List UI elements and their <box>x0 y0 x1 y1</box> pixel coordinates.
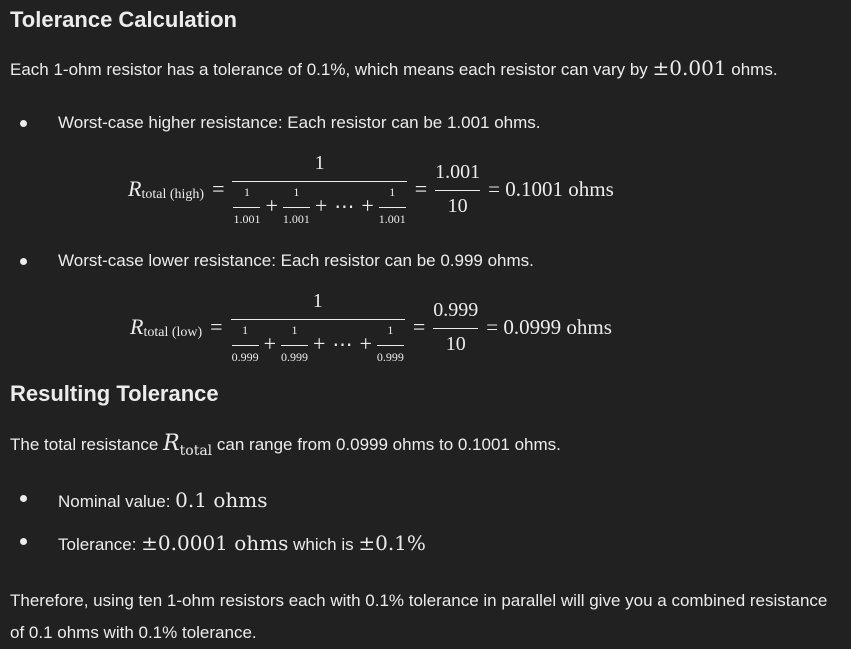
eq-second-fraction: 1.001 10 <box>435 160 481 218</box>
nominal-math: 0.1 ohms <box>175 488 268 512</box>
eq-small-fraction: 1 0.999 <box>281 323 309 364</box>
eq-small-fraction: 1 1.001 <box>378 185 406 226</box>
eq-subscript: total (high) <box>141 187 205 202</box>
small-den: 0.999 <box>231 349 259 364</box>
intro-math: ±0.001 <box>652 56 727 80</box>
range-paragraph: The total resistance Rtotal can range fr… <box>10 427 561 460</box>
intro-text-end: ohms. <box>726 60 778 79</box>
eq-main-fraction: 1 1 1.001 + 1 1.001 + ⋯ + 1 <box>232 152 407 225</box>
fraction-bar <box>231 344 259 346</box>
list-item-low: Worst-case lower resistance: Each resist… <box>20 248 534 274</box>
eq-main-denominator: 1 0.999 + 1 0.999 + ⋯ + 1 0.999 <box>231 320 405 363</box>
fraction-bar <box>378 206 406 208</box>
tolerance-label: Tolerance: <box>58 535 142 554</box>
small-den: 1.001 <box>378 211 406 226</box>
eq-equals: = <box>412 314 426 339</box>
small-num: 1 <box>291 323 298 338</box>
small-den: 1.001 <box>233 211 261 226</box>
small-num: 1 <box>243 185 250 200</box>
small-num: 1 <box>293 185 300 200</box>
eq-result: = 0.0999 ohms <box>486 314 612 339</box>
list-item-tolerance: Tolerance: ±0.0001 ohms which is ±0.1% <box>20 528 426 558</box>
plus-sign: + <box>314 193 328 218</box>
nominal-label: Nominal value: <box>58 492 176 511</box>
plus-sign: + <box>263 331 277 356</box>
fraction-bar <box>376 344 404 346</box>
ellipsis: ⋯ <box>332 333 353 356</box>
list-item-text: Worst-case higher resistance: Each resis… <box>58 113 541 132</box>
small-den: 0.999 <box>376 349 404 364</box>
eq-small-fraction: 1 0.999 <box>376 323 404 364</box>
eq-main-fraction: 1 1 0.999 + 1 0.999 + ⋯ + 1 <box>230 290 405 363</box>
small-num: 1 <box>387 323 394 338</box>
fraction-bar <box>435 189 481 191</box>
small-den: 0.999 <box>281 349 309 364</box>
bullet-icon <box>20 258 27 265</box>
list-item-text: Nominal value: 0.1 ohms <box>58 485 268 515</box>
tolerance-mid: which is <box>288 535 359 554</box>
eq-subscript: total (low) <box>143 325 203 340</box>
list-item-nominal: Nominal value: 0.1 ohms <box>20 485 268 515</box>
bullet-icon <box>20 120 27 127</box>
eq-main-numerator: 1 <box>314 152 325 175</box>
plus-sign: + <box>313 331 326 356</box>
second-den: 10 <box>445 332 466 355</box>
list-item-text: Tolerance: ±0.0001 ohms which is ±0.1% <box>58 528 426 558</box>
list-item-text: Worst-case lower resistance: Each resist… <box>58 251 534 270</box>
eq-main-numerator: 1 <box>312 290 323 313</box>
intro-text: Each 1-ohm resistor has a tolerance of 0… <box>10 60 653 79</box>
fraction-bar <box>282 206 310 208</box>
small-num: 1 <box>389 185 396 200</box>
eq-symbol-r: R <box>128 176 142 201</box>
eq-main-denominator: 1 1.001 + 1 1.001 + ⋯ + 1 1.001 <box>232 182 406 225</box>
section-heading-resulting: Resulting Tolerance <box>10 381 219 406</box>
eq-equals: = <box>210 314 223 339</box>
fraction-bar <box>281 344 309 346</box>
plus-sign: + <box>265 193 278 218</box>
range-subscript: total <box>179 443 213 459</box>
small-den: 1.001 <box>282 211 310 226</box>
fraction-bar <box>230 319 405 321</box>
second-num: 0.999 <box>433 298 479 321</box>
eq-equals: = <box>212 176 225 201</box>
section-heading-tolerance: Tolerance Calculation <box>10 7 237 32</box>
eq-small-fraction: 1 0.999 <box>231 323 259 364</box>
fraction-bar <box>233 206 261 208</box>
small-num: 1 <box>242 323 249 338</box>
conclusion-paragraph: Therefore, using ten 1-ohm resistors eac… <box>10 591 828 642</box>
eq-equals: = <box>414 176 428 201</box>
eq-symbol-r: R <box>130 314 144 339</box>
second-num: 1.001 <box>435 160 481 183</box>
plus-sign: + <box>361 193 374 218</box>
range-symbol-r: R <box>163 431 180 456</box>
tolerance-math: ±0.0001 ohms <box>141 531 289 555</box>
tolerance-percent: ±0.1% <box>358 531 426 555</box>
eq-result: = 0.1001 ohms <box>488 176 614 201</box>
list-item-high: Worst-case higher resistance: Each resis… <box>20 110 541 136</box>
range-text: The total resistance <box>10 435 164 454</box>
ellipsis: ⋯ <box>334 195 355 218</box>
intro-paragraph: Each 1-ohm resistor has a tolerance of 0… <box>10 53 778 83</box>
fraction-bar <box>232 181 407 183</box>
eq-small-fraction: 1 1.001 <box>233 185 261 226</box>
second-den: 10 <box>447 194 468 217</box>
range-text-end: can range from 0.0999 ohms to 0.1001 ohm… <box>212 435 561 454</box>
bullet-icon <box>20 538 27 545</box>
eq-second-fraction: 0.999 10 <box>433 298 479 356</box>
eq-small-fraction: 1 1.001 <box>282 185 310 226</box>
plus-sign: + <box>359 331 372 356</box>
fraction-bar <box>433 327 479 329</box>
bullet-icon <box>20 495 27 502</box>
